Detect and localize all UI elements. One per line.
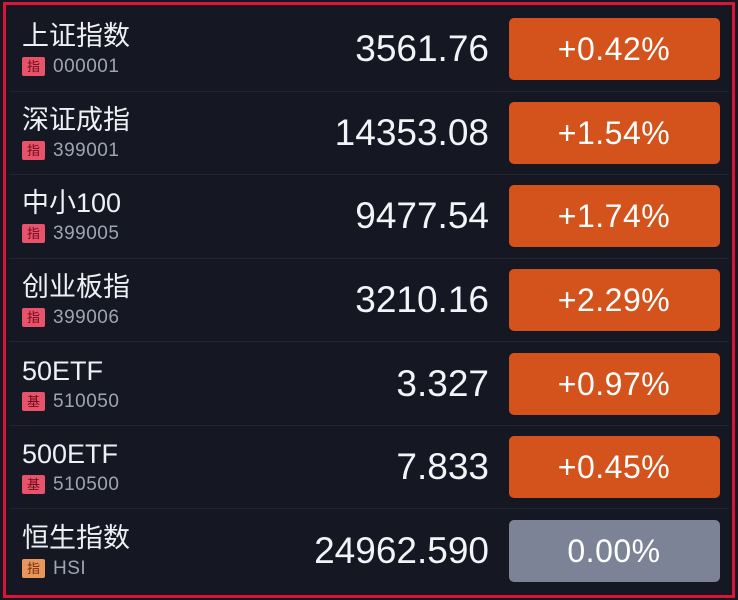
last-price: 14353.08 bbox=[334, 111, 489, 153]
change-percent-badge[interactable]: +1.54% bbox=[508, 101, 720, 164]
security-name: 创业板指 bbox=[22, 272, 130, 303]
last-price: 7.833 bbox=[396, 446, 489, 488]
change-percent-badge[interactable]: +1.74% bbox=[508, 185, 720, 248]
category-tag-badge: 指 bbox=[22, 558, 45, 578]
security-name: 中小100 bbox=[22, 188, 122, 219]
security-name-cell: 50ETF 基 510050 bbox=[22, 356, 292, 412]
change-percent-cell: +0.45% bbox=[507, 436, 729, 499]
security-name: 恒生指数 bbox=[22, 522, 130, 553]
change-percent-cell: +0.97% bbox=[507, 352, 729, 415]
security-code: 399006 bbox=[53, 307, 120, 329]
security-code: 510050 bbox=[53, 390, 120, 412]
change-percent-badge[interactable]: +2.29% bbox=[508, 269, 720, 332]
change-percent-badge[interactable]: +0.45% bbox=[508, 436, 720, 499]
security-name: 50ETF bbox=[22, 355, 104, 386]
quote-row[interactable]: 500ETF 基 510500 7.833 +0.45% bbox=[9, 426, 729, 510]
security-code: 399005 bbox=[53, 223, 120, 245]
change-percent-cell: +0.42% bbox=[507, 18, 729, 81]
red-frame-border: 上证指数指 000001 3561.76 +0.42% 深证成指指 399001 14353… bbox=[3, 2, 735, 598]
change-percent-badge[interactable]: +0.97% bbox=[508, 352, 720, 415]
change-percent-badge[interactable]: 0.00% bbox=[508, 519, 720, 582]
category-tag-badge: 指 bbox=[22, 140, 45, 160]
security-name: 上证指数 bbox=[22, 21, 130, 52]
security-name: 深证成指 bbox=[22, 104, 130, 135]
change-percent-cell: +2.29% bbox=[507, 269, 729, 332]
last-price: 3210.16 bbox=[355, 279, 489, 321]
quote-row[interactable]: 50ETF 基 510050 3.327 +0.97% bbox=[9, 342, 729, 426]
quote-row[interactable]: 上证指数指 000001 3561.76 +0.42% bbox=[9, 8, 729, 92]
security-name-cell: 上证指数指 000001 bbox=[22, 21, 292, 77]
security-code-line: 基 510050 bbox=[22, 391, 292, 412]
quote-row[interactable]: 深证成指指 399001 14353.08 +1.54% bbox=[9, 92, 729, 176]
category-tag-badge: 基 bbox=[22, 475, 45, 495]
security-code-line: 指 HSI bbox=[22, 558, 292, 579]
security-code: 000001 bbox=[53, 56, 120, 78]
category-tag-badge: 指 bbox=[22, 57, 45, 77]
security-code: 510500 bbox=[53, 474, 120, 496]
security-name-cell: 中小100 指 399005 bbox=[22, 188, 292, 244]
security-code: 399001 bbox=[53, 139, 120, 161]
last-price: 9477.54 bbox=[355, 195, 489, 237]
last-price: 3.327 bbox=[396, 362, 489, 404]
security-name-cell: 深证成指指 399001 bbox=[22, 105, 292, 161]
category-tag-badge: 基 bbox=[22, 391, 45, 411]
change-percent-badge[interactable]: +0.42% bbox=[508, 18, 720, 81]
security-code: HSI bbox=[53, 557, 87, 579]
security-name-cell: 500ETF 基 510500 bbox=[22, 439, 292, 495]
security-code-line: 基 510500 bbox=[22, 474, 292, 495]
last-price: 3561.76 bbox=[355, 28, 489, 70]
category-tag-badge: 指 bbox=[22, 224, 45, 244]
security-name-cell: 创业板指指 399006 bbox=[22, 272, 292, 328]
change-percent-cell: +1.54% bbox=[507, 101, 729, 164]
quote-row[interactable]: 恒生指数指 HSI 24962.590 0.00% bbox=[9, 509, 729, 592]
change-percent-cell: 0.00% bbox=[507, 519, 729, 582]
security-code-line: 指 399005 bbox=[22, 223, 292, 244]
change-percent-cell: +1.74% bbox=[507, 185, 729, 248]
security-code-line: 指 399001 bbox=[22, 140, 292, 161]
category-tag-badge: 指 bbox=[22, 308, 45, 328]
quote-row[interactable]: 中小100 指 399005 9477.54 +1.74% bbox=[9, 175, 729, 259]
security-code-line: 指 399006 bbox=[22, 307, 292, 328]
last-price: 24962.590 bbox=[314, 529, 489, 571]
quote-row[interactable]: 创业板指指 399006 3210.16 +2.29% bbox=[9, 259, 729, 343]
security-name: 500ETF bbox=[22, 439, 119, 470]
security-name-cell: 恒生指数指 HSI bbox=[22, 523, 292, 579]
quote-list: 上证指数指 000001 3561.76 +0.42% 深证成指指 399001 14353… bbox=[9, 8, 729, 592]
security-code-line: 指 000001 bbox=[22, 56, 292, 77]
